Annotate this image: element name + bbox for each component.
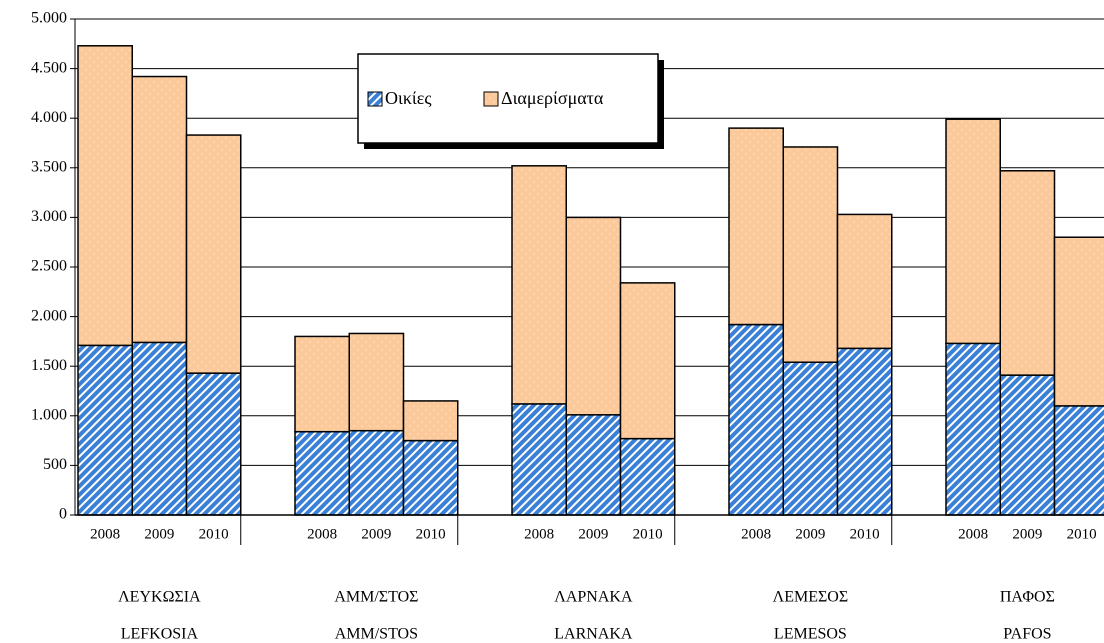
group-label: AMM/STOS: [335, 626, 418, 643]
x-tick-label: 2008: [958, 526, 988, 542]
y-tick-label: 5.000: [31, 10, 67, 27]
bar: [185, 372, 242, 516]
bar: [619, 282, 676, 440]
legend-swatch: [367, 91, 383, 107]
bar: [511, 165, 567, 405]
x-tick-label: 2009: [361, 526, 391, 542]
x-tick-label: 2008: [90, 526, 120, 542]
bar: [131, 75, 188, 344]
bar: [131, 341, 188, 516]
y-tick-label: 2.000: [31, 307, 67, 324]
bar: [294, 335, 350, 433]
x-tick-label: 2009: [578, 526, 608, 542]
x-tick-label: 2009: [144, 526, 174, 542]
group-label: LEMESOS: [774, 626, 847, 643]
bar: [999, 170, 1056, 376]
x-tick-label: 2008: [524, 526, 554, 542]
y-tick-label: 3.000: [31, 208, 67, 225]
bar: [945, 118, 1001, 345]
group-label: PAFOS: [1003, 626, 1051, 643]
bar: [836, 213, 893, 350]
bar: [1053, 405, 1104, 516]
legend-label: Οικίες: [385, 88, 431, 108]
bar: [511, 403, 567, 516]
x-tick-label: 2010: [850, 526, 880, 542]
x-tick-label: 2010: [633, 526, 663, 542]
bar: [294, 430, 350, 516]
bar: [348, 332, 405, 432]
bar: [565, 216, 622, 416]
bar: [836, 347, 893, 516]
x-tick-label: 2009: [1012, 526, 1042, 542]
bar: [782, 361, 839, 516]
group-label: ΛΑΡΝΑΚΑ: [554, 589, 633, 606]
bar: [77, 344, 133, 516]
y-tick-label: 4.500: [31, 59, 67, 76]
bar: [565, 414, 622, 516]
legend-swatch: [483, 91, 499, 107]
x-tick-label: 2010: [416, 526, 446, 542]
legend: [357, 53, 659, 144]
bar: [1053, 236, 1104, 407]
group-label: ΑΜΜ/ΣΤΟΣ: [334, 589, 418, 606]
x-tick-label: 2010: [199, 526, 229, 542]
bar: [728, 323, 784, 516]
bar: [945, 342, 1001, 516]
x-tick-label: 2010: [1067, 526, 1097, 542]
y-tick-label: 0: [59, 506, 67, 523]
bar: [348, 429, 405, 516]
x-tick-label: 2009: [795, 526, 825, 542]
y-tick-label: 3.500: [31, 158, 67, 175]
y-tick-label: 4.000: [31, 109, 67, 126]
y-tick-label: 2.500: [31, 258, 67, 275]
bar: [402, 400, 459, 442]
bar: [185, 134, 242, 374]
y-tick-label: 1.500: [31, 357, 67, 374]
bar: [619, 437, 676, 516]
legend-label: Διαμερίσματα: [501, 88, 604, 108]
group-label: ΠΑΦΟΣ: [1000, 589, 1055, 606]
group-label: LARNAKA: [554, 626, 633, 643]
x-tick-label: 2008: [307, 526, 337, 542]
group-label: LEFKOSIA: [121, 626, 199, 643]
bar: [999, 374, 1056, 516]
group-label: ΛΕΥΚΩΣΙΑ: [118, 589, 201, 606]
y-tick-label: 1.000: [31, 406, 67, 423]
group-label: ΛΕΜΕΣΟΣ: [773, 589, 849, 606]
y-tick-label: 500: [43, 456, 67, 473]
bar: [728, 127, 784, 326]
x-tick-label: 2008: [741, 526, 771, 542]
bar: [782, 146, 839, 363]
bar: [77, 45, 133, 347]
bar: [402, 439, 459, 516]
